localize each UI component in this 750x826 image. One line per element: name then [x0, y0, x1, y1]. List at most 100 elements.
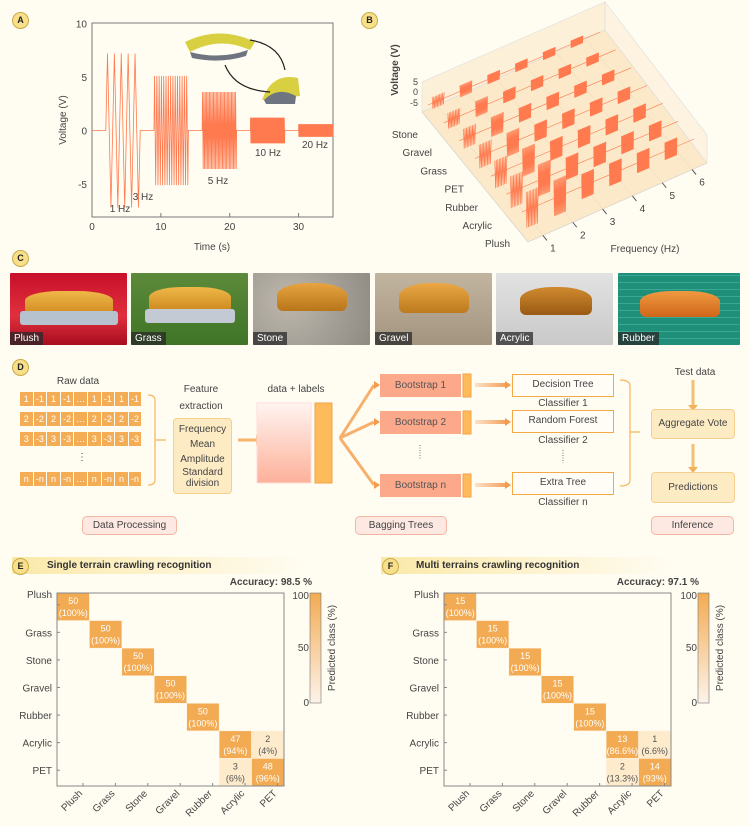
- terrain-burst: [515, 58, 528, 73]
- x-tick-label: 0: [89, 222, 95, 233]
- classifier-random-forest: Random Forest: [512, 410, 614, 433]
- matrix-cell: [218, 730, 252, 759]
- bracket: [619, 379, 640, 487]
- terrain-burst: [565, 152, 579, 180]
- colorbar-tick: 50: [686, 643, 698, 654]
- raw-data-cell: -3: [60, 432, 74, 446]
- cell-count: 13: [617, 734, 627, 744]
- panel-f-title: Multi terrains crawling recognition: [381, 557, 671, 574]
- burst-label: 20 Hz: [302, 140, 328, 151]
- y-label-grass: Grass: [25, 628, 52, 639]
- cell-count: 15: [455, 596, 465, 606]
- raw-data-cell: n: [47, 472, 60, 486]
- x-axis-label: Time (s): [194, 242, 230, 253]
- raw-data-cell: 1: [87, 392, 101, 406]
- terrain-burst: [648, 120, 662, 142]
- terrain-burst: [431, 92, 445, 109]
- y-label-gravel: Gravel: [410, 684, 439, 695]
- cell-count: 3: [233, 761, 238, 771]
- arrow: [475, 483, 505, 487]
- matrix-cell: [476, 620, 510, 649]
- raw-data-cell: -1: [60, 392, 74, 406]
- raw-data-cell: …: [74, 392, 87, 406]
- arrow-head: [505, 381, 511, 389]
- x-tick-label: 30: [293, 222, 305, 233]
- raw-data-cell: 3: [87, 432, 101, 446]
- terrain-burst: [586, 52, 599, 67]
- terrain-burst: [633, 103, 646, 123]
- terrain-label: Plush: [485, 239, 510, 250]
- terrain-burst: [593, 141, 607, 168]
- y-tick-label: 5: [81, 73, 87, 84]
- terrain-label: Grass: [420, 166, 447, 177]
- terrain-label: PET: [445, 185, 464, 196]
- raw-data-cell: -3: [128, 432, 142, 446]
- x-tick: [602, 208, 607, 215]
- terrain-burst: [447, 107, 461, 129]
- terrain-burst: [537, 159, 551, 197]
- arrow-curve: [249, 39, 286, 71]
- bootstrap-1: Bootstrap 1: [380, 374, 461, 397]
- arrow-head: [505, 418, 511, 426]
- aggregate-vote-box: Aggregate Vote: [651, 409, 735, 439]
- feature-title-2: extraction: [179, 401, 223, 412]
- panel-e-confusion-matrix: Accuracy: 98.5 % 50 (100%) 50 (100%) 50 (100%)…: [19, 577, 338, 819]
- terrain-burst: [581, 168, 595, 200]
- cell-count: 48: [263, 761, 273, 771]
- raw-data-cell: 3: [20, 432, 33, 446]
- raw-data-title: Raw data: [56, 376, 100, 387]
- classifier-1-label: Classifier 1: [538, 398, 588, 409]
- terrain-burst: [609, 158, 622, 187]
- cell-count: 15: [585, 706, 595, 716]
- raw-data-cell: -n: [128, 472, 142, 486]
- terrain-burst: [621, 131, 634, 155]
- x-label-acrylic: Acrylic: [606, 788, 635, 817]
- colorbar-label: Predicted class (%): [715, 605, 726, 691]
- raw-data-cell: …: [74, 412, 87, 426]
- matrix-cell: [121, 647, 155, 676]
- raw-data-cell: n: [87, 472, 101, 486]
- fan-arrow: [338, 437, 376, 486]
- raw-data-cell: 3: [115, 432, 128, 446]
- raw-data-cell: n: [115, 472, 128, 486]
- photo-label: Acrylic: [496, 332, 534, 345]
- terrain-burst: [570, 35, 584, 49]
- terrain-burst: [475, 96, 488, 118]
- raw-data-cell: …: [74, 432, 87, 446]
- y-label-pet: PET: [33, 766, 52, 777]
- bracket: [147, 394, 166, 486]
- cell-percent: (6%): [226, 773, 245, 783]
- raw-data-cell: 2: [47, 412, 60, 426]
- x-label-plush: Plush: [60, 788, 85, 813]
- raw-data-cell: -2: [33, 412, 47, 426]
- cell-percent: (100%): [124, 663, 153, 673]
- x-tick-label: 10: [155, 222, 167, 233]
- matrix-cell: [89, 620, 123, 649]
- terrain-burst: [478, 139, 492, 169]
- x-label-gravel: Gravel: [154, 788, 183, 817]
- x-label-stone: Stone: [124, 788, 151, 815]
- raw-data-cell: -1: [128, 392, 142, 406]
- classifier-n-label: Classifier n: [538, 497, 588, 508]
- x-label-plush: Plush: [447, 788, 472, 813]
- cell-count: 50: [198, 706, 208, 716]
- x-tick-label: 20: [224, 222, 236, 233]
- photo-acrylic: Acrylic: [496, 273, 613, 345]
- cell-percent: (100%): [575, 718, 604, 728]
- matrix-cell: [56, 592, 90, 621]
- test-data-label: Test data: [674, 367, 716, 378]
- terrain-burst: [562, 108, 575, 130]
- y-label-rubber: Rubber: [406, 711, 439, 722]
- y-label-acrylic: Acrylic: [410, 739, 439, 750]
- panel-label-f: F: [382, 558, 399, 575]
- y-label-stone: Stone: [413, 656, 440, 667]
- z-tick-label: 5: [413, 77, 418, 87]
- x-label-grass: Grass: [91, 788, 118, 815]
- cell-percent: (100%): [511, 663, 540, 673]
- photo-plush: Plush: [10, 273, 127, 345]
- x-label-gravel: Gravel: [541, 788, 570, 817]
- terrain-burst: [490, 111, 504, 137]
- raw-data-cell: 1: [20, 392, 33, 406]
- photo-label: Grass: [131, 332, 166, 345]
